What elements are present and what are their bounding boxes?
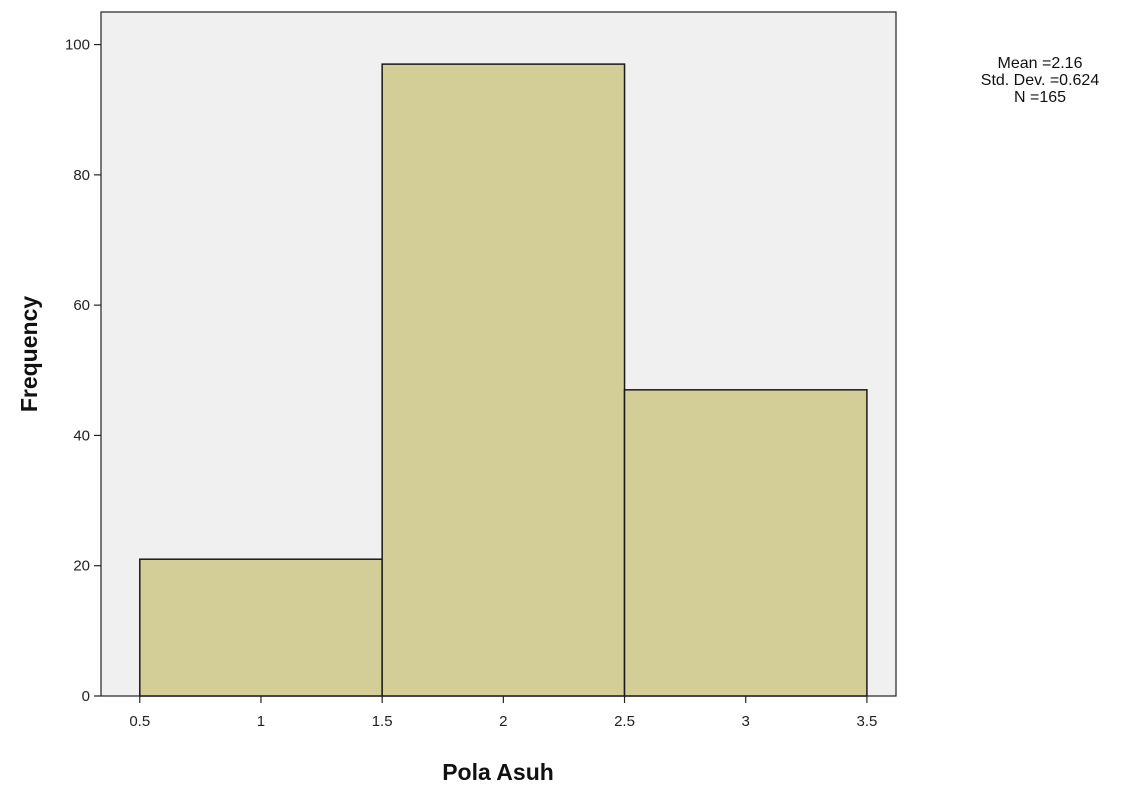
x-tick-label: 1.5 <box>372 713 393 730</box>
y-tick-label: 60 <box>73 297 90 314</box>
y-tick-label: 100 <box>65 37 90 54</box>
x-tick-label: 0.5 <box>129 713 150 730</box>
histogram-bar-2 <box>381 63 626 697</box>
stats-box: Mean =2.16 Std. Dev. =0.624 N =165 <box>940 55 1136 106</box>
y-tick-label: 20 <box>73 558 90 575</box>
stats-std-dev: Std. Dev. =0.624 <box>980 72 1100 89</box>
histogram-bar-1 <box>139 558 383 697</box>
x-tick-label: 2.5 <box>614 713 635 730</box>
x-tick-label: 2 <box>499 713 507 730</box>
x-tick-label: 3.5 <box>856 713 877 730</box>
stats-mean: Mean =2.16 <box>997 55 1083 72</box>
y-tick-label: 40 <box>73 427 90 444</box>
y-axis-title: Frequency <box>16 296 42 413</box>
y-tick-label: 0 <box>82 688 90 705</box>
histogram-bar-3 <box>623 389 868 697</box>
x-tick-label: 3 <box>742 713 750 730</box>
stats-n: N =165 <box>1013 89 1067 106</box>
x-axis-title: Pola Asuh <box>442 759 554 785</box>
x-tick-label: 1 <box>257 713 265 730</box>
y-tick-label: 80 <box>73 167 90 184</box>
